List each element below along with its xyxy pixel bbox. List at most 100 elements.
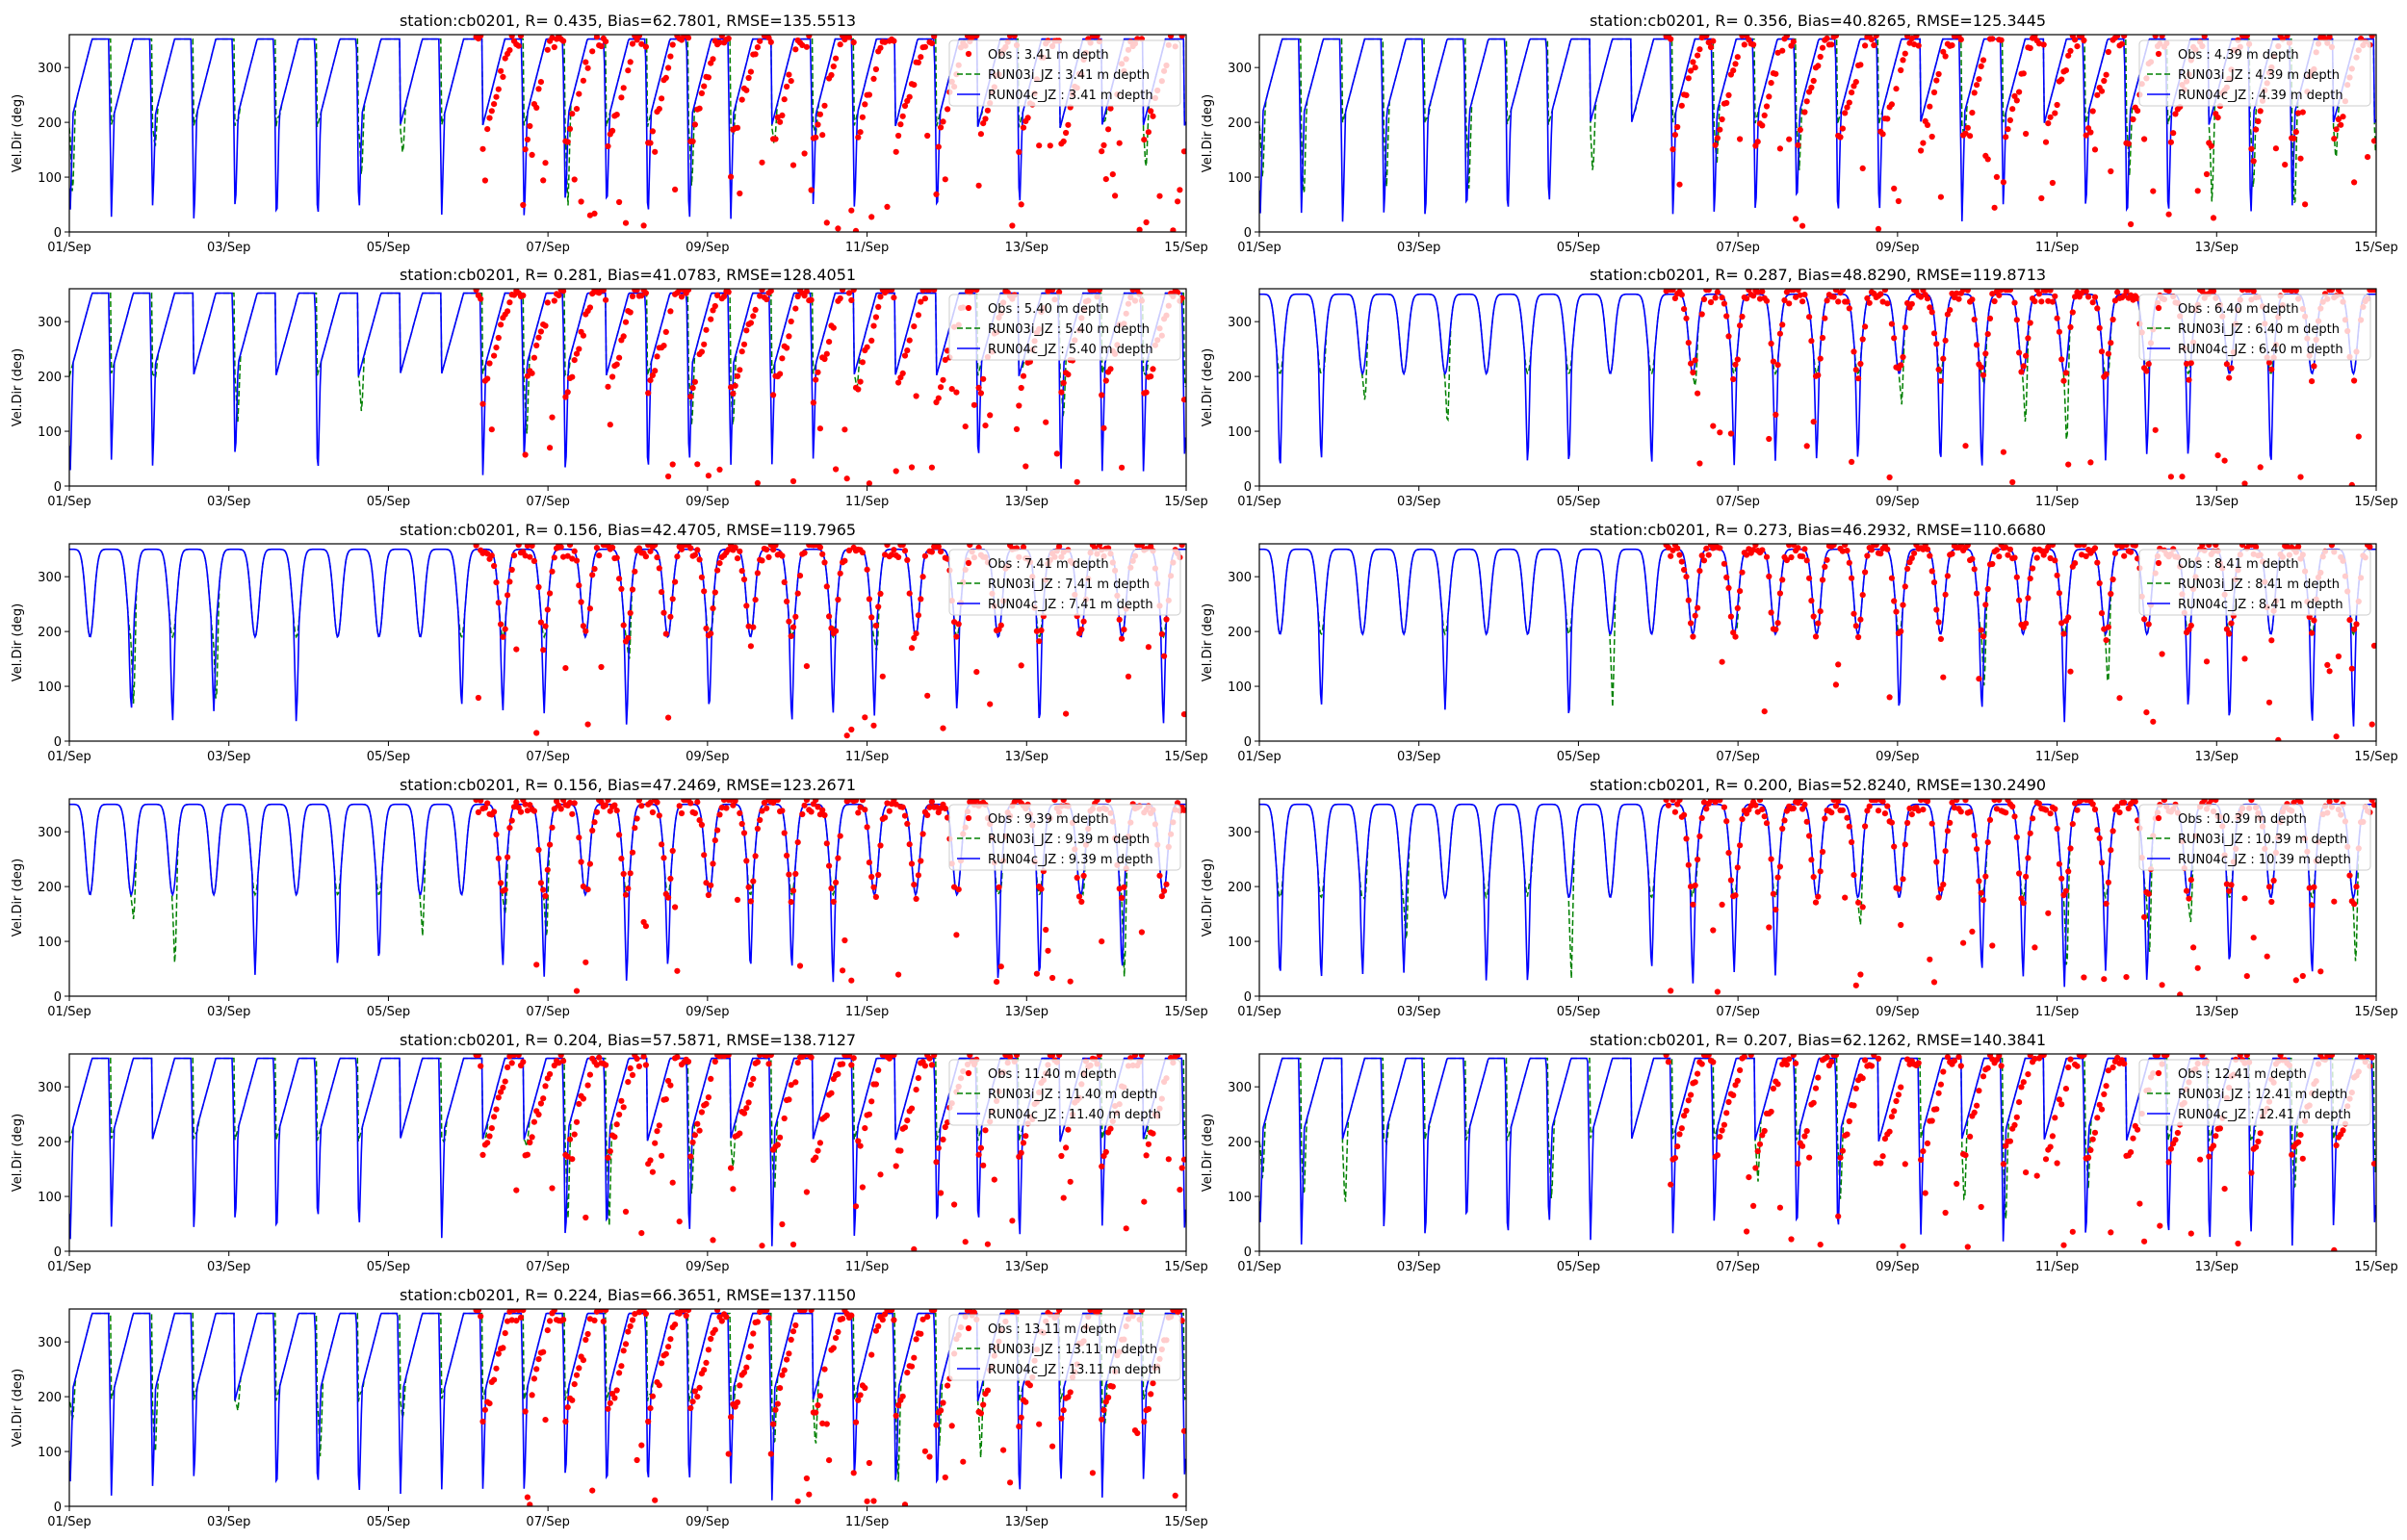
obs-point: [1974, 342, 1980, 348]
obs-point: [1879, 298, 1886, 305]
obs-point: [1927, 103, 1933, 110]
obs-point: [933, 1422, 940, 1428]
obs-point: [478, 799, 484, 804]
panel-3: station:cb0201, R= 0.281, Bias=41.0783, …: [11, 266, 1208, 509]
obs-point: [640, 222, 647, 229]
obs-point: [784, 83, 790, 90]
x-tick-label: 15/Sep: [1164, 1515, 1207, 1529]
obs-point: [845, 290, 853, 296]
x-tick-label: 15/Sep: [1164, 1260, 1207, 1274]
obs-point: [1810, 1099, 1817, 1106]
obs-point: [808, 808, 815, 815]
obs-point: [2170, 130, 2177, 137]
obs-point: [676, 1219, 683, 1225]
obs-point: [551, 43, 557, 51]
obs-point: [508, 817, 515, 824]
obs-point: [613, 1387, 620, 1394]
obs-point: [582, 59, 589, 65]
obs-point: [580, 623, 587, 629]
obs-point: [821, 811, 828, 819]
obs-point: [2018, 895, 2025, 902]
obs-point: [1864, 552, 1871, 559]
obs-point: [515, 1054, 522, 1059]
obs-point: [2353, 884, 2360, 890]
obs-point: [607, 808, 613, 814]
x-tick-label: 09/Sep: [1876, 495, 1919, 509]
obs-point: [921, 552, 929, 559]
obs-point: [616, 198, 623, 206]
obs-point: [2365, 154, 2371, 161]
obs-point: [835, 225, 841, 232]
obs-point: [933, 191, 940, 197]
obs-point: [1773, 70, 1779, 77]
obs-point: [708, 882, 714, 888]
obs-point: [1732, 61, 1739, 67]
obs-point: [1779, 47, 1786, 54]
obs-point: [2020, 363, 2027, 370]
obs-point: [1102, 377, 1109, 384]
obs-point: [542, 1417, 549, 1424]
obs-point: [616, 576, 623, 582]
obs-point: [1119, 635, 1126, 642]
obs-point: [848, 977, 855, 984]
obs-point: [1127, 1309, 1134, 1315]
obs-point: [1886, 694, 1893, 701]
obs-point: [2143, 709, 2150, 716]
obs-point: [2141, 616, 2148, 623]
obs-point: [765, 553, 772, 561]
obs-point: [667, 1082, 674, 1089]
obs-point: [691, 552, 699, 558]
obs-point: [2257, 108, 2264, 115]
obs-point: [1024, 115, 1031, 121]
obs-point: [1812, 1085, 1820, 1091]
y-axis-label: Vel.Dir (deg): [1201, 94, 1215, 172]
obs-point: [1092, 289, 1099, 294]
panel-title: station:cb0201, R= 0.204, Bias=57.5871, …: [400, 1031, 856, 1049]
obs-point: [569, 810, 576, 817]
obs-point: [1768, 1108, 1774, 1116]
obs-point: [2179, 474, 2186, 480]
obs-point: [620, 333, 627, 340]
obs-point: [2018, 1084, 2025, 1091]
obs-point: [1862, 569, 1869, 576]
obs-point: [2020, 900, 2027, 907]
obs-point: [2098, 610, 2106, 617]
obs-point: [730, 802, 737, 808]
obs-point: [1094, 35, 1100, 39]
obs-point: [779, 355, 786, 362]
obs-point: [2150, 718, 2157, 725]
obs-point: [1668, 988, 1674, 994]
obs-point: [1145, 1141, 1152, 1147]
obs-point: [738, 348, 745, 355]
obs-point: [1700, 295, 1708, 302]
obs-point: [478, 1313, 484, 1320]
obs-point: [862, 1384, 868, 1392]
obs-point: [571, 548, 578, 554]
x-tick-label: 09/Sep: [1876, 241, 1919, 255]
obs-point: [2108, 340, 2114, 346]
legend-obs-marker: [2155, 559, 2162, 567]
obs-point: [544, 1327, 551, 1334]
y-tick-label: 300: [38, 826, 62, 840]
obs-point: [786, 1096, 792, 1103]
obs-point: [826, 613, 833, 620]
obs-point: [884, 203, 891, 210]
obs-point: [638, 40, 645, 47]
x-tick-label: 07/Sep: [526, 1005, 569, 1019]
obs-point: [725, 1450, 732, 1457]
obs-point: [740, 576, 748, 583]
obs-point: [808, 1309, 815, 1314]
obs-point: [2208, 142, 2214, 149]
obs-point: [672, 186, 679, 192]
obs-point: [669, 461, 676, 468]
obs-point: [889, 552, 895, 558]
obs-point: [1774, 362, 1781, 369]
obs-point: [687, 1153, 694, 1160]
obs-point: [850, 1055, 857, 1062]
obs-point: [774, 1400, 781, 1407]
obs-point: [1105, 126, 1112, 133]
obs-point: [1056, 1054, 1063, 1059]
obs-point: [855, 134, 862, 141]
obs-point: [649, 372, 657, 378]
